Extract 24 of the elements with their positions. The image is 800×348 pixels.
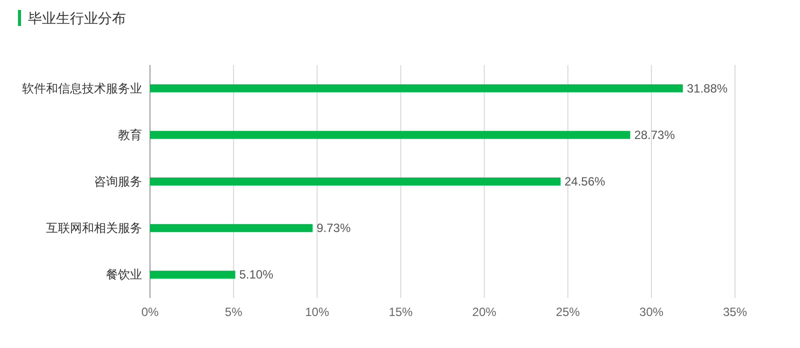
bar bbox=[150, 224, 313, 232]
x-tick-label: 0% bbox=[141, 305, 159, 319]
x-tick-label: 20% bbox=[472, 305, 497, 319]
data-label: 5.10% bbox=[239, 268, 274, 282]
y-tick-label: 软件和信息技术服务业 bbox=[22, 81, 142, 96]
bar bbox=[150, 130, 630, 139]
x-tick-label: 15% bbox=[388, 305, 414, 319]
y-tick-label: 咨询服务 bbox=[94, 174, 142, 188]
bar bbox=[150, 270, 236, 279]
x-tick-label: 25% bbox=[556, 305, 580, 319]
bar bbox=[150, 84, 683, 92]
title: 毕业生行业分布 bbox=[18, 10, 126, 26]
bar bbox=[150, 178, 561, 186]
x-tick-label: 30% bbox=[639, 305, 664, 319]
data-label: 31.88% bbox=[686, 81, 728, 96]
data-label: 24.56% bbox=[564, 174, 606, 188]
data-label: 28.73% bbox=[634, 128, 676, 142]
x-tick-label: 5% bbox=[224, 305, 243, 319]
x-tick-label: 35% bbox=[722, 305, 748, 319]
data-label: 9.73% bbox=[316, 221, 351, 236]
y-tick-label: 互联网和相关服务 bbox=[46, 221, 142, 236]
y-tick-label: 餐饮业 bbox=[106, 268, 142, 282]
x-tick-label: 10% bbox=[305, 305, 330, 319]
y-tick-label: 教育 bbox=[118, 128, 142, 142]
